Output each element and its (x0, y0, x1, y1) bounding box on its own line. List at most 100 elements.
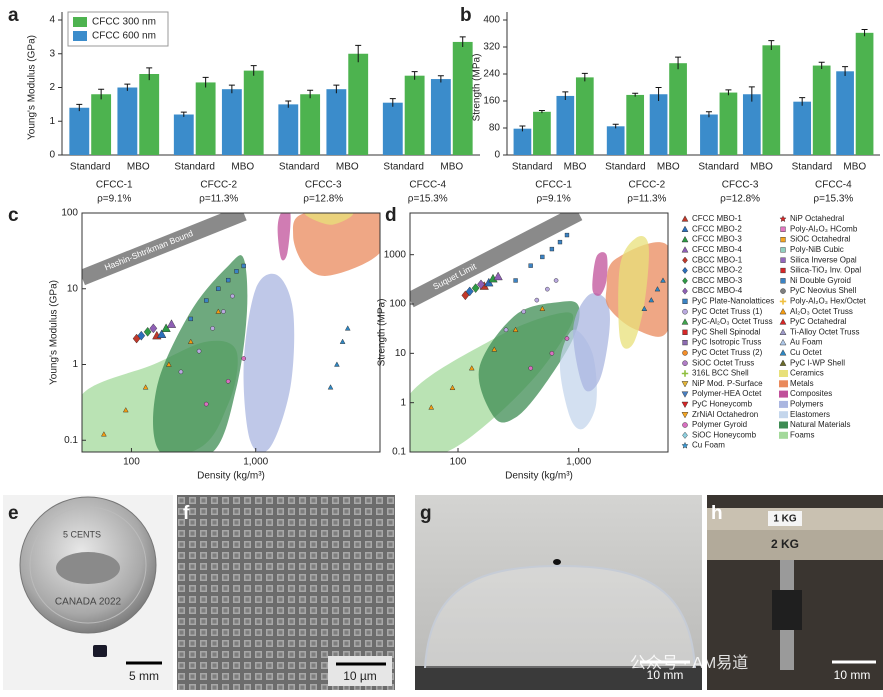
error-bar (180, 111, 187, 117)
y-tick-label: 4 (49, 15, 55, 26)
y-tick-label: 0.1 (392, 447, 406, 458)
legend-label: PyC I-WP Shell (790, 358, 845, 367)
bar (278, 104, 299, 155)
legend-label: Ceramics (790, 369, 824, 378)
watermark: 公众号 · AM易道 (630, 654, 748, 672)
bar (173, 114, 194, 155)
plot-frame (409, 212, 669, 453)
marker (780, 226, 786, 232)
marker (780, 236, 786, 243)
marker (654, 286, 661, 292)
plot-frame (81, 212, 381, 453)
coin-text: CANADA 2022 (55, 597, 122, 608)
marker (779, 338, 787, 346)
error-bar (632, 92, 639, 97)
group-note: ρ=15.3% (813, 194, 853, 205)
marker (528, 365, 533, 371)
marker (534, 297, 540, 303)
marker (339, 338, 346, 344)
bar (326, 89, 347, 155)
bar (348, 53, 369, 155)
legend-label: Metals (790, 379, 814, 388)
group-note: ρ=11.3% (627, 194, 666, 205)
marker (780, 278, 786, 284)
legend-label: CFCC MBO-3 (692, 235, 742, 244)
marker (143, 327, 152, 337)
marker (780, 257, 786, 263)
marker (682, 298, 688, 305)
y-tick-label: 400 (483, 15, 500, 26)
error-bar (285, 100, 292, 108)
marker (428, 404, 435, 410)
legend-label: PyC Octahedral (790, 317, 847, 326)
subcategory-label: Standard (605, 162, 646, 173)
marker (187, 338, 194, 344)
bar (91, 94, 112, 155)
legend-swatch (73, 17, 87, 27)
legend-label: CBCC MBO-4 (692, 286, 743, 295)
subcategory-label: Standard (279, 162, 320, 173)
group-label: CFCC-4 (409, 180, 446, 191)
subcategory-label: MBO (564, 162, 587, 173)
marker (101, 431, 107, 437)
marker (196, 348, 202, 354)
marker (545, 286, 550, 292)
subcategory-label: MBO (336, 162, 359, 173)
legend-label: Ti-Alloy Octet Truss (790, 327, 860, 336)
marker (539, 305, 546, 311)
photo-e: 5 CENTS CANADA 2022 5 mm e (3, 495, 173, 690)
marker (449, 384, 456, 390)
group-note: ρ=12.8% (720, 194, 760, 205)
legend-swatch (779, 431, 788, 439)
y-tick-label: 0 (49, 150, 55, 161)
group-label: CFCC-2 (629, 180, 666, 191)
legend-label: Poly-NiB Cubic (790, 245, 844, 254)
marker (203, 401, 209, 407)
group-note: ρ=15.3% (408, 194, 448, 205)
legend-label: Poly-Al₂O₃ Hex/Octet (790, 297, 866, 306)
legend-label: CFCC MBO-2 (692, 224, 742, 233)
error-bar (333, 84, 340, 94)
bar (669, 63, 687, 156)
subcategory-label: Standard (512, 162, 553, 173)
subcategory-label: MBO (231, 162, 254, 173)
bar (300, 94, 321, 155)
subcategory-label: MBO (127, 162, 150, 173)
legend-label: Cu Octet (790, 348, 822, 357)
marker (557, 239, 563, 245)
marker (210, 326, 215, 331)
legend-label: Silica Inverse Opal (790, 255, 857, 264)
marker (682, 266, 688, 275)
error-bar (76, 103, 83, 112)
y-tick-label: 320 (483, 42, 500, 53)
legend-label: PyC Plate-Nanolattices (692, 297, 774, 306)
legend-label: SiOC Octet Truss (692, 358, 754, 367)
marker (157, 329, 167, 338)
bar (139, 74, 160, 155)
legend-label: Poly-Al₂O₃ HComb (790, 224, 858, 233)
weight-label: 1 KG (773, 514, 797, 525)
marker (779, 318, 787, 325)
subcategory-label: Standard (383, 162, 424, 173)
scale-bar-label: 5 mm (129, 669, 159, 683)
marker (512, 326, 519, 332)
subcategory-label: Standard (792, 162, 833, 173)
y-tick-label: 2 (49, 82, 55, 93)
bar (195, 82, 216, 155)
legend-label: NiP Octahedral (790, 214, 844, 223)
y-tick-label: 100 (61, 208, 78, 219)
marker (681, 391, 689, 398)
subcategory-label: MBO (843, 162, 866, 173)
marker (681, 412, 689, 419)
legend-label: Natural Materials (790, 420, 850, 429)
marker (682, 277, 688, 285)
y-tick-label: 1000 (384, 249, 407, 260)
bar (556, 95, 575, 155)
bound-band (82, 213, 247, 286)
legend-label: PyC Isotropic Truss (692, 338, 761, 347)
subcategory-label: MBO (750, 162, 773, 173)
error-bar (768, 40, 775, 51)
marker (468, 365, 475, 371)
bar (836, 71, 854, 155)
error-bar (459, 36, 466, 47)
